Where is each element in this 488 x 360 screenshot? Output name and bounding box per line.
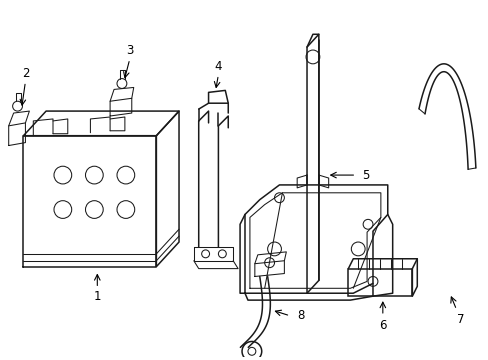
Text: 2: 2 <box>21 67 29 80</box>
Text: 4: 4 <box>214 60 222 73</box>
Text: 3: 3 <box>126 44 133 57</box>
Text: 5: 5 <box>362 168 369 181</box>
Text: 6: 6 <box>378 319 386 332</box>
Text: 8: 8 <box>297 309 304 322</box>
Bar <box>347 269 411 296</box>
Text: 7: 7 <box>456 313 464 326</box>
Text: 1: 1 <box>93 290 101 303</box>
